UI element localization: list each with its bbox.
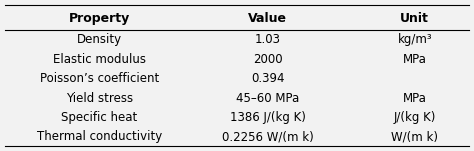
Text: 2000: 2000: [253, 53, 283, 66]
Text: J/(kg K): J/(kg K): [393, 111, 436, 124]
Text: Unit: Unit: [401, 12, 429, 25]
Text: 0.394: 0.394: [251, 72, 284, 85]
Text: 0.2256 W/(m k): 0.2256 W/(m k): [222, 130, 314, 143]
Text: Poisson’s coefficient: Poisson’s coefficient: [40, 72, 159, 85]
Text: W/(m k): W/(m k): [391, 130, 438, 143]
Text: Elastic modulus: Elastic modulus: [53, 53, 146, 66]
Text: MPa: MPa: [403, 53, 427, 66]
Text: Thermal conductivity: Thermal conductivity: [37, 130, 162, 143]
Text: Density: Density: [77, 33, 122, 46]
Text: Property: Property: [69, 12, 130, 25]
Text: Specific heat: Specific heat: [62, 111, 137, 124]
Text: Yield stress: Yield stress: [66, 92, 133, 104]
Text: Value: Value: [248, 12, 287, 25]
Text: 45–60 MPa: 45–60 MPa: [236, 92, 300, 104]
Text: 1.03: 1.03: [255, 33, 281, 46]
Text: MPa: MPa: [403, 92, 427, 104]
Text: 1386 J/(kg K): 1386 J/(kg K): [230, 111, 306, 124]
Text: kg/m³: kg/m³: [397, 33, 432, 46]
